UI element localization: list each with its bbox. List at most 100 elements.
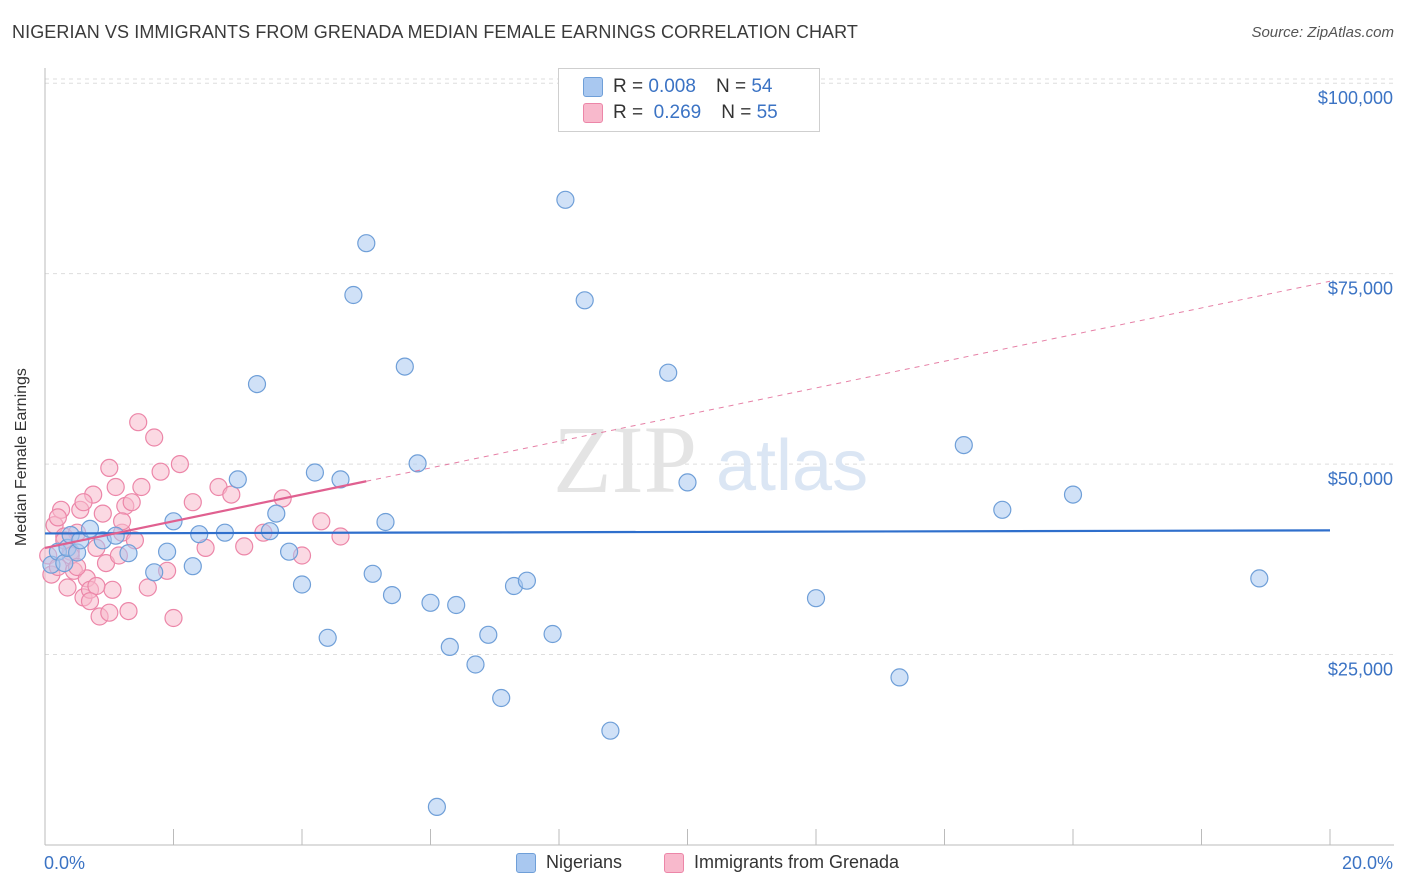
point-grenada	[132, 477, 151, 497]
point-nigerians	[993, 500, 1012, 519]
legend-n-value-nigerians: 54	[751, 76, 773, 97]
bottom-legend-nigerians: Nigerians	[516, 852, 622, 873]
legend-row-grenada: R = 0.269 N = 55	[583, 101, 778, 125]
trend-line-grenada	[44, 480, 367, 549]
point-nigerians	[190, 525, 209, 544]
point-nigerians	[228, 470, 247, 489]
point-nigerians	[106, 526, 125, 545]
point-nigerians	[357, 234, 376, 253]
point-grenada	[106, 477, 125, 497]
point-nigerians	[158, 542, 177, 561]
legend-n-value-grenada: 55	[756, 102, 778, 123]
bottom-legend-label-grenada: Immigrants from Grenada	[694, 852, 900, 872]
point-nigerians	[267, 504, 286, 523]
watermark-zip: ZIP	[553, 406, 697, 513]
legend-n-label: N =	[721, 102, 752, 123]
axes	[44, 68, 1394, 846]
point-grenada	[122, 493, 141, 512]
trend-lines	[44, 280, 1331, 549]
bottom-legend-swatch-blue	[516, 852, 536, 873]
point-grenada	[312, 512, 331, 531]
point-nigerians	[376, 512, 395, 532]
point-nigerians	[447, 595, 466, 615]
point-nigerians	[1250, 569, 1269, 588]
point-nigerians	[145, 563, 164, 582]
legend-r-value-grenada: 0.269	[653, 102, 702, 123]
point-nigerians	[183, 557, 202, 576]
point-nigerians	[479, 625, 498, 644]
point-nigerians	[601, 721, 620, 740]
x-tick-label-min: 0.0%	[44, 853, 85, 873]
point-nigerians	[556, 190, 575, 209]
point-nigerians	[408, 454, 427, 473]
point-nigerians	[466, 655, 485, 674]
point-grenada	[100, 458, 119, 477]
point-grenada	[129, 413, 148, 432]
point-nigerians	[382, 585, 402, 605]
point-nigerians	[806, 589, 826, 608]
x-tick-label-max: 20.0%	[1342, 853, 1393, 873]
point-grenada	[87, 576, 106, 596]
legend-swatch-blue	[583, 77, 603, 97]
point-grenada	[119, 601, 138, 621]
point-grenada	[80, 592, 100, 611]
legend-r-label: R =	[613, 102, 644, 123]
point-grenada	[74, 493, 93, 512]
point-nigerians	[280, 542, 299, 561]
point-nigerians	[395, 357, 414, 376]
watermark-atlas: atlas	[716, 426, 868, 506]
trend-line-nigerians	[44, 529, 1331, 535]
points-grenada	[39, 413, 350, 628]
point-nigerians	[954, 436, 973, 455]
point-nigerians	[659, 363, 678, 382]
point-nigerians	[421, 593, 440, 612]
tick-labels: $25,000 $50,000 $75,000 $100,000 0.0% 20.0%	[44, 88, 1393, 873]
point-nigerians	[344, 285, 363, 305]
point-grenada	[58, 578, 77, 597]
legend: R = 0.008 N = 54 R = 0.269 N = 55	[558, 68, 820, 132]
bottom-legend-grenada: Immigrants from Grenada	[664, 852, 899, 873]
trend-line-grenada-extension	[366, 280, 1331, 482]
watermark: ZIP atlas	[553, 406, 868, 513]
point-nigerians	[517, 571, 537, 590]
point-nigerians	[1063, 485, 1083, 504]
point-nigerians	[318, 628, 337, 647]
point-grenada	[138, 578, 157, 597]
points-nigerians	[42, 190, 1269, 817]
bottom-legend: Nigerians Immigrants from Grenada	[0, 852, 1406, 876]
point-nigerians	[575, 291, 594, 310]
point-grenada	[170, 455, 189, 474]
legend-r-label: R =	[613, 76, 644, 97]
point-grenada	[93, 504, 112, 523]
point-nigerians	[543, 624, 562, 644]
point-grenada	[103, 580, 122, 599]
legend-row-nigerians: R = 0.008 N = 54	[583, 75, 772, 99]
grid	[45, 78, 1394, 656]
point-grenada	[183, 493, 202, 512]
point-nigerians	[119, 544, 138, 563]
point-grenada	[235, 537, 254, 556]
y-tick-label: $100,000	[1318, 88, 1393, 108]
point-nigerians	[427, 797, 446, 817]
point-grenada	[151, 462, 170, 481]
bottom-legend-swatch-pink	[664, 852, 684, 873]
point-nigerians	[331, 470, 350, 489]
point-nigerians	[305, 463, 324, 482]
point-grenada	[100, 603, 119, 622]
point-nigerians	[247, 375, 267, 394]
chart-title: NIGERIAN VS IMMIGRANTS FROM GRENADA MEDI…	[12, 22, 859, 42]
legend-r-value-nigerians: 0.008	[648, 76, 696, 97]
point-nigerians	[363, 564, 382, 583]
point-nigerians	[292, 575, 312, 594]
point-nigerians	[890, 668, 909, 687]
y-tick-label: $50,000	[1328, 469, 1393, 489]
point-nigerians	[440, 637, 459, 657]
point-grenada	[145, 428, 164, 447]
bottom-legend-label-nigerians: Nigerians	[546, 852, 623, 872]
point-grenada	[331, 527, 350, 546]
source-label: Source: ZipAtlas.com	[1251, 24, 1394, 41]
point-nigerians	[678, 473, 697, 492]
point-nigerians	[492, 688, 511, 708]
legend-n-label: N =	[715, 76, 747, 97]
